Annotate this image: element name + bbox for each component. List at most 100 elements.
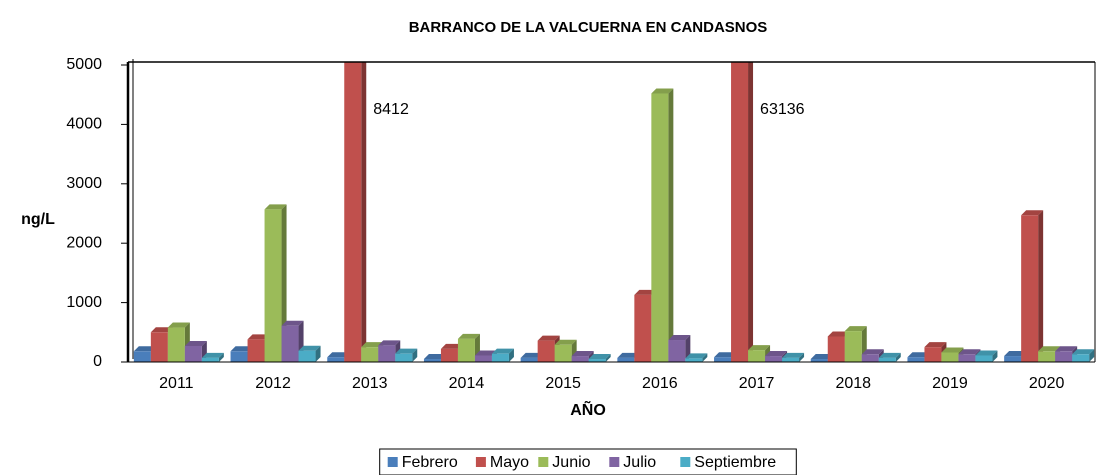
bar-top xyxy=(782,352,805,358)
bar-top xyxy=(571,351,594,357)
legend-label: Septiembre xyxy=(694,454,776,471)
x-tick-label: 2020 xyxy=(1029,375,1065,392)
bar-top xyxy=(685,353,708,359)
bar-top xyxy=(861,349,884,355)
bar xyxy=(491,353,509,362)
data-label: 63136 xyxy=(760,101,805,118)
bar xyxy=(827,336,845,362)
bar-top xyxy=(361,342,384,348)
bar-top xyxy=(457,333,480,339)
bar xyxy=(1038,351,1056,362)
bar-top xyxy=(1038,346,1061,352)
bar xyxy=(423,359,441,362)
bar-top xyxy=(554,339,577,345)
bar xyxy=(588,359,606,362)
legend-label: Junio xyxy=(552,454,590,471)
bar xyxy=(378,345,396,362)
bar-side xyxy=(748,62,754,362)
bar-top xyxy=(958,349,981,355)
bar xyxy=(554,344,572,362)
bar xyxy=(810,359,828,362)
x-tick-label: 2018 xyxy=(835,375,871,392)
bar-top xyxy=(423,354,446,360)
bar xyxy=(344,62,362,362)
x-tick-label: 2014 xyxy=(449,375,485,392)
bar xyxy=(765,356,783,362)
bar xyxy=(907,357,925,362)
bar xyxy=(247,339,265,362)
bar xyxy=(281,325,299,362)
bar xyxy=(520,357,538,362)
bar-top xyxy=(941,347,964,353)
bar xyxy=(731,62,749,362)
bar xyxy=(474,355,492,362)
y-tick-label: 5000 xyxy=(66,56,102,73)
bar-side xyxy=(218,352,224,362)
bar-top xyxy=(924,342,947,348)
legend-label: Febrero xyxy=(402,454,458,471)
bar-top xyxy=(810,354,833,360)
bar-top xyxy=(537,335,560,341)
bar-top xyxy=(247,334,270,340)
bar-top xyxy=(907,352,930,358)
bar-side xyxy=(361,62,367,362)
x-tick-label: 2017 xyxy=(739,375,775,392)
bar-side xyxy=(508,348,514,362)
bar xyxy=(782,357,800,362)
bar-side xyxy=(668,88,674,363)
x-tick-label: 2015 xyxy=(545,375,581,392)
bar-side xyxy=(315,345,321,362)
x-tick-label: 2013 xyxy=(352,375,388,392)
bar-top xyxy=(617,352,640,358)
bar xyxy=(201,357,219,362)
bar xyxy=(668,340,686,362)
bar-top xyxy=(378,340,401,346)
bar xyxy=(395,353,413,362)
bar xyxy=(1055,351,1073,362)
x-tick-label: 2011 xyxy=(159,375,194,392)
bar-top xyxy=(1021,210,1044,216)
legend-swatch xyxy=(475,457,486,467)
bar xyxy=(878,357,896,362)
bar-top xyxy=(520,352,543,358)
bar xyxy=(861,354,879,362)
bar-side xyxy=(1089,349,1095,362)
bar xyxy=(748,350,766,362)
x-tick-label: 2012 xyxy=(255,375,291,392)
bar-side xyxy=(702,353,708,362)
bar xyxy=(184,345,202,362)
bar-top xyxy=(298,345,321,351)
legend-label: Mayo xyxy=(490,454,529,471)
bar-top xyxy=(748,345,771,351)
legend-swatch xyxy=(680,457,691,467)
bar xyxy=(975,355,993,362)
legend-box xyxy=(379,448,797,475)
bar-top xyxy=(1072,349,1095,355)
bar-top xyxy=(264,204,287,210)
bar xyxy=(1004,356,1022,362)
bar xyxy=(924,347,942,362)
bar-top xyxy=(827,331,850,337)
bar-top xyxy=(133,346,156,352)
bar-top xyxy=(634,289,657,295)
legend-swatch xyxy=(538,457,549,467)
bar-top xyxy=(1055,346,1078,352)
bar xyxy=(327,357,345,362)
bar xyxy=(133,351,151,362)
bar-top xyxy=(844,326,867,332)
legend-label: Julio xyxy=(623,454,656,471)
bar xyxy=(571,356,589,362)
bar xyxy=(651,93,669,363)
bar xyxy=(634,294,652,362)
bar xyxy=(685,358,703,362)
bar-top xyxy=(878,352,901,358)
legend-swatch xyxy=(609,457,620,467)
x-tick-label: 2016 xyxy=(642,375,678,392)
bar-top xyxy=(395,348,418,354)
y-tick-label: 1000 xyxy=(66,294,102,311)
bar-top xyxy=(201,352,224,358)
y-tick-label: 0 xyxy=(93,353,102,370)
bar-top xyxy=(167,322,190,328)
bar-top xyxy=(327,352,350,358)
